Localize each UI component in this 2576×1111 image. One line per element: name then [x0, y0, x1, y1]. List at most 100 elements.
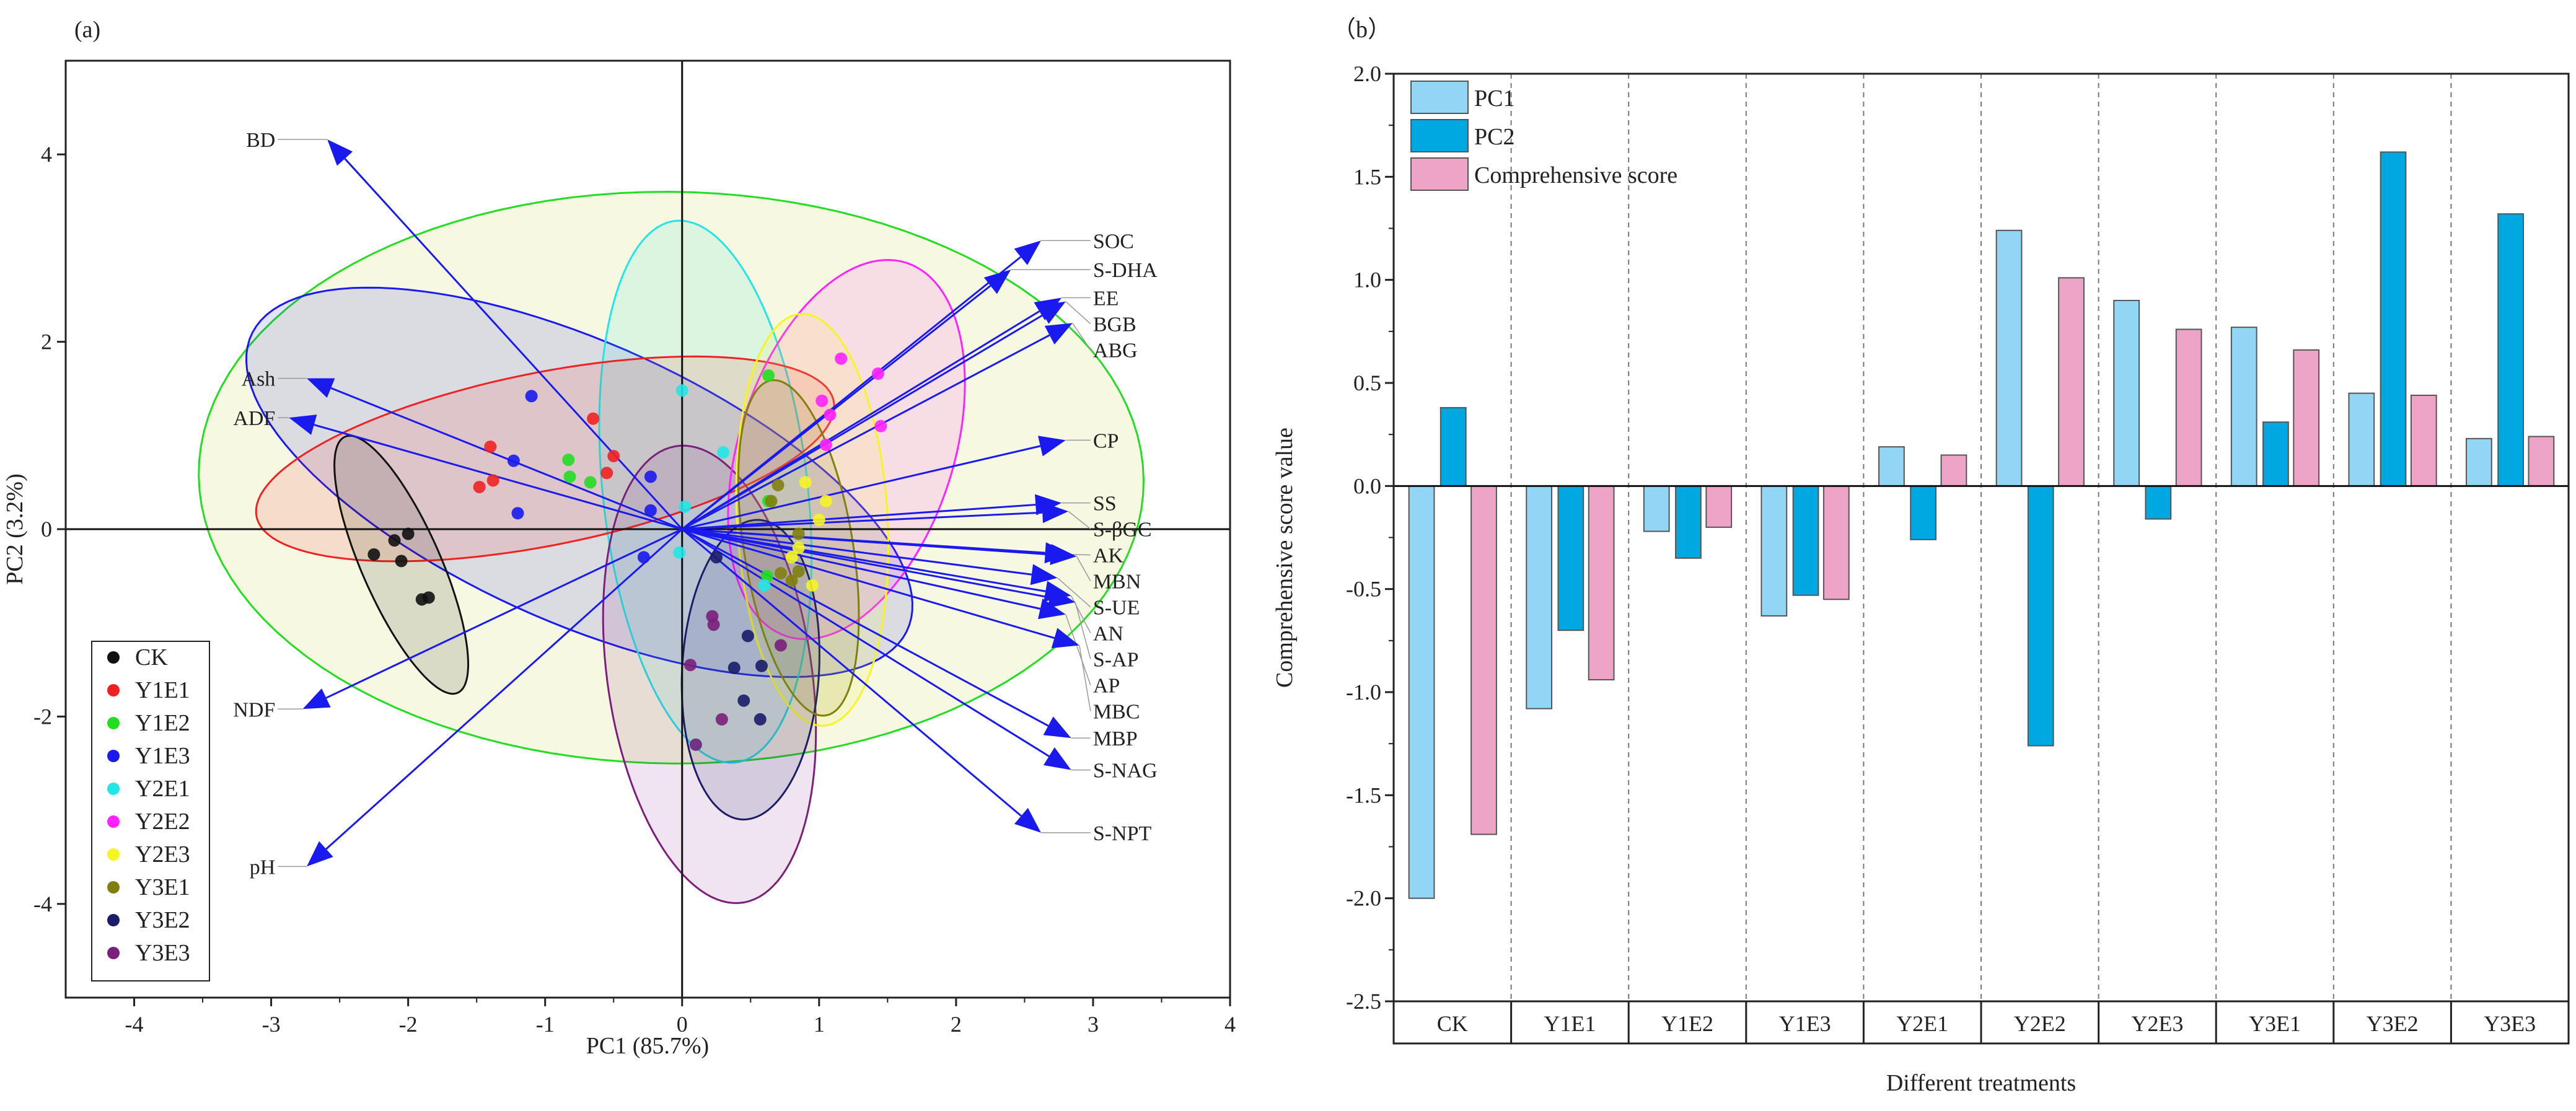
point-y2e1: [679, 500, 692, 513]
loading-arrow-s-ap: S-AP: [682, 528, 1139, 672]
category-label: CK: [1437, 1011, 1468, 1036]
loading-arrow-ash: Ash: [242, 368, 683, 530]
loading-arrow-s-nag: S-NAG: [681, 528, 1158, 783]
arrow-shaft: [682, 528, 1041, 610]
y-tick-label: -2: [33, 704, 52, 729]
label-leader-line: [1072, 322, 1091, 350]
point-y1e1: [600, 467, 613, 480]
category-label: Y1E2: [1661, 1011, 1713, 1036]
arrow-head: [327, 139, 353, 166]
point-y2e1: [717, 446, 730, 459]
loading-arrow-cp: CP: [682, 429, 1119, 530]
bar-pc1-y3e2: [2348, 392, 2375, 487]
point-y2e2: [874, 419, 887, 433]
loading-label: SS: [1093, 493, 1117, 516]
legend-label: Y3E2: [135, 907, 190, 933]
legend-marker: [107, 717, 120, 729]
arrow-head: [1051, 628, 1079, 649]
y-tick-label: -4: [33, 892, 52, 916]
arrow-shaft: [682, 504, 1036, 530]
loading-label: ADF: [233, 407, 275, 430]
loading-label: S-UE: [1093, 597, 1140, 620]
bar-pc1-y1e1: [1526, 485, 1553, 709]
legend-item-pc2: PC2: [1410, 119, 1514, 152]
point-y2e1: [675, 384, 688, 397]
bar-comprehensive-score-y3e3: [2528, 436, 2555, 487]
arrow-shaft: [682, 528, 1055, 639]
loading-arrow-mbn: MBN: [682, 528, 1141, 594]
point-y1e1: [473, 480, 486, 493]
legend-item-comprehensive-score: Comprehensive score: [1410, 157, 1677, 191]
point-y1e3: [644, 470, 657, 483]
y-tick-label: 1.0: [1353, 268, 1381, 292]
bar-pc2-y2e2: [2027, 485, 2054, 747]
axis-ticks-b: -2.5 -2.0 -1.5 -1.0 -0.5 0.0 0.5 1.0 1.5 2.0: [1346, 61, 1394, 1014]
bar-comprehensive-score-y3e1: [2293, 349, 2320, 487]
x-tick-label: 4: [1224, 1012, 1236, 1037]
point-y1e3: [644, 504, 657, 517]
y-tick-label: 0: [41, 517, 52, 542]
bar-comprehensive-score-y1e2: [1705, 485, 1733, 528]
arrow-head: [1043, 747, 1071, 770]
x-tick-label: 2: [951, 1012, 962, 1037]
arrow-shaft: [325, 528, 683, 699]
loading-label: SOC: [1093, 230, 1134, 253]
point-y1e1: [607, 450, 620, 463]
loading-label: ABG: [1093, 340, 1138, 362]
ellipse-y1e2: [198, 190, 1145, 765]
legend-marker: [107, 881, 120, 894]
bar-pc1-y1e3: [1761, 485, 1788, 617]
point-y3e2: [754, 713, 767, 726]
panel-a-label: (a): [74, 17, 100, 43]
legend-label: Y2E3: [135, 841, 190, 867]
category-label: Y1E3: [1779, 1011, 1831, 1036]
loading-label: MBC: [1093, 701, 1140, 724]
point-y3e3: [689, 738, 702, 751]
loading-label: S-AP: [1093, 649, 1139, 672]
legend-label: Comprehensive score: [1474, 162, 1677, 188]
point-y1e1: [486, 474, 499, 487]
bar-comprehensive-score-y2e2: [2058, 277, 2085, 487]
legend-label: CK: [135, 644, 168, 670]
arrow-head: [1030, 564, 1058, 586]
category-label: Y3E3: [2484, 1011, 2536, 1036]
legend-item-y3e2: Y3E2: [107, 907, 190, 933]
panel-b-label: （b）: [1332, 17, 1391, 43]
legend-b: PC1 PC2 Comprehensive score: [1410, 81, 1677, 191]
legend-marker: [107, 914, 120, 926]
arrow-shaft: [681, 285, 991, 530]
label-leader-line: [1075, 602, 1091, 659]
arrow-head: [1044, 323, 1073, 345]
loading-label: MBP: [1093, 727, 1138, 750]
arrow-head: [1014, 807, 1041, 833]
arrow-shaft: [682, 445, 1041, 530]
loading-arrow-s-dha: S-DHA: [681, 259, 1158, 530]
y-tick-label: 4: [41, 142, 52, 167]
y-tick-label: 1.5: [1353, 164, 1381, 189]
loading-arrow-s-βgc: S-βGC: [682, 502, 1152, 542]
arrow-head: [307, 841, 333, 867]
x-tick-label: -3: [262, 1012, 281, 1037]
point-ck: [402, 527, 415, 540]
point-y1e2: [760, 569, 773, 582]
arrow-head: [1038, 598, 1066, 620]
loading-arrow-mbc: MBC: [682, 528, 1140, 724]
legend-marker: [107, 848, 120, 861]
bar-pc2-y1e1: [1557, 485, 1585, 631]
point-y2e2: [819, 438, 832, 451]
arrow-shaft: [682, 334, 1050, 530]
bar-chart-panel: （b） CK Y1E1 Y1E2 Y1E3 Y2E1 Y2E2 Y2E3 Y3E1 Y3E2 Y3…: [1272, 17, 2570, 1096]
legend-label: Y1E3: [135, 743, 190, 769]
score-points: [367, 352, 887, 751]
point-y2e1: [673, 546, 686, 559]
point-y3e1: [765, 494, 778, 507]
point-y1e2: [762, 369, 775, 382]
x-tick-label: 0: [677, 1012, 688, 1037]
confidence-ellipses: [198, 190, 1145, 904]
legend-item-y1e3: Y1E3: [107, 743, 190, 769]
legend-label: PC1: [1474, 86, 1514, 112]
bar-comprehensive-score-y2e3: [2175, 328, 2202, 487]
point-y3e3: [715, 713, 728, 726]
y-tick-label: -2.0: [1346, 886, 1381, 911]
